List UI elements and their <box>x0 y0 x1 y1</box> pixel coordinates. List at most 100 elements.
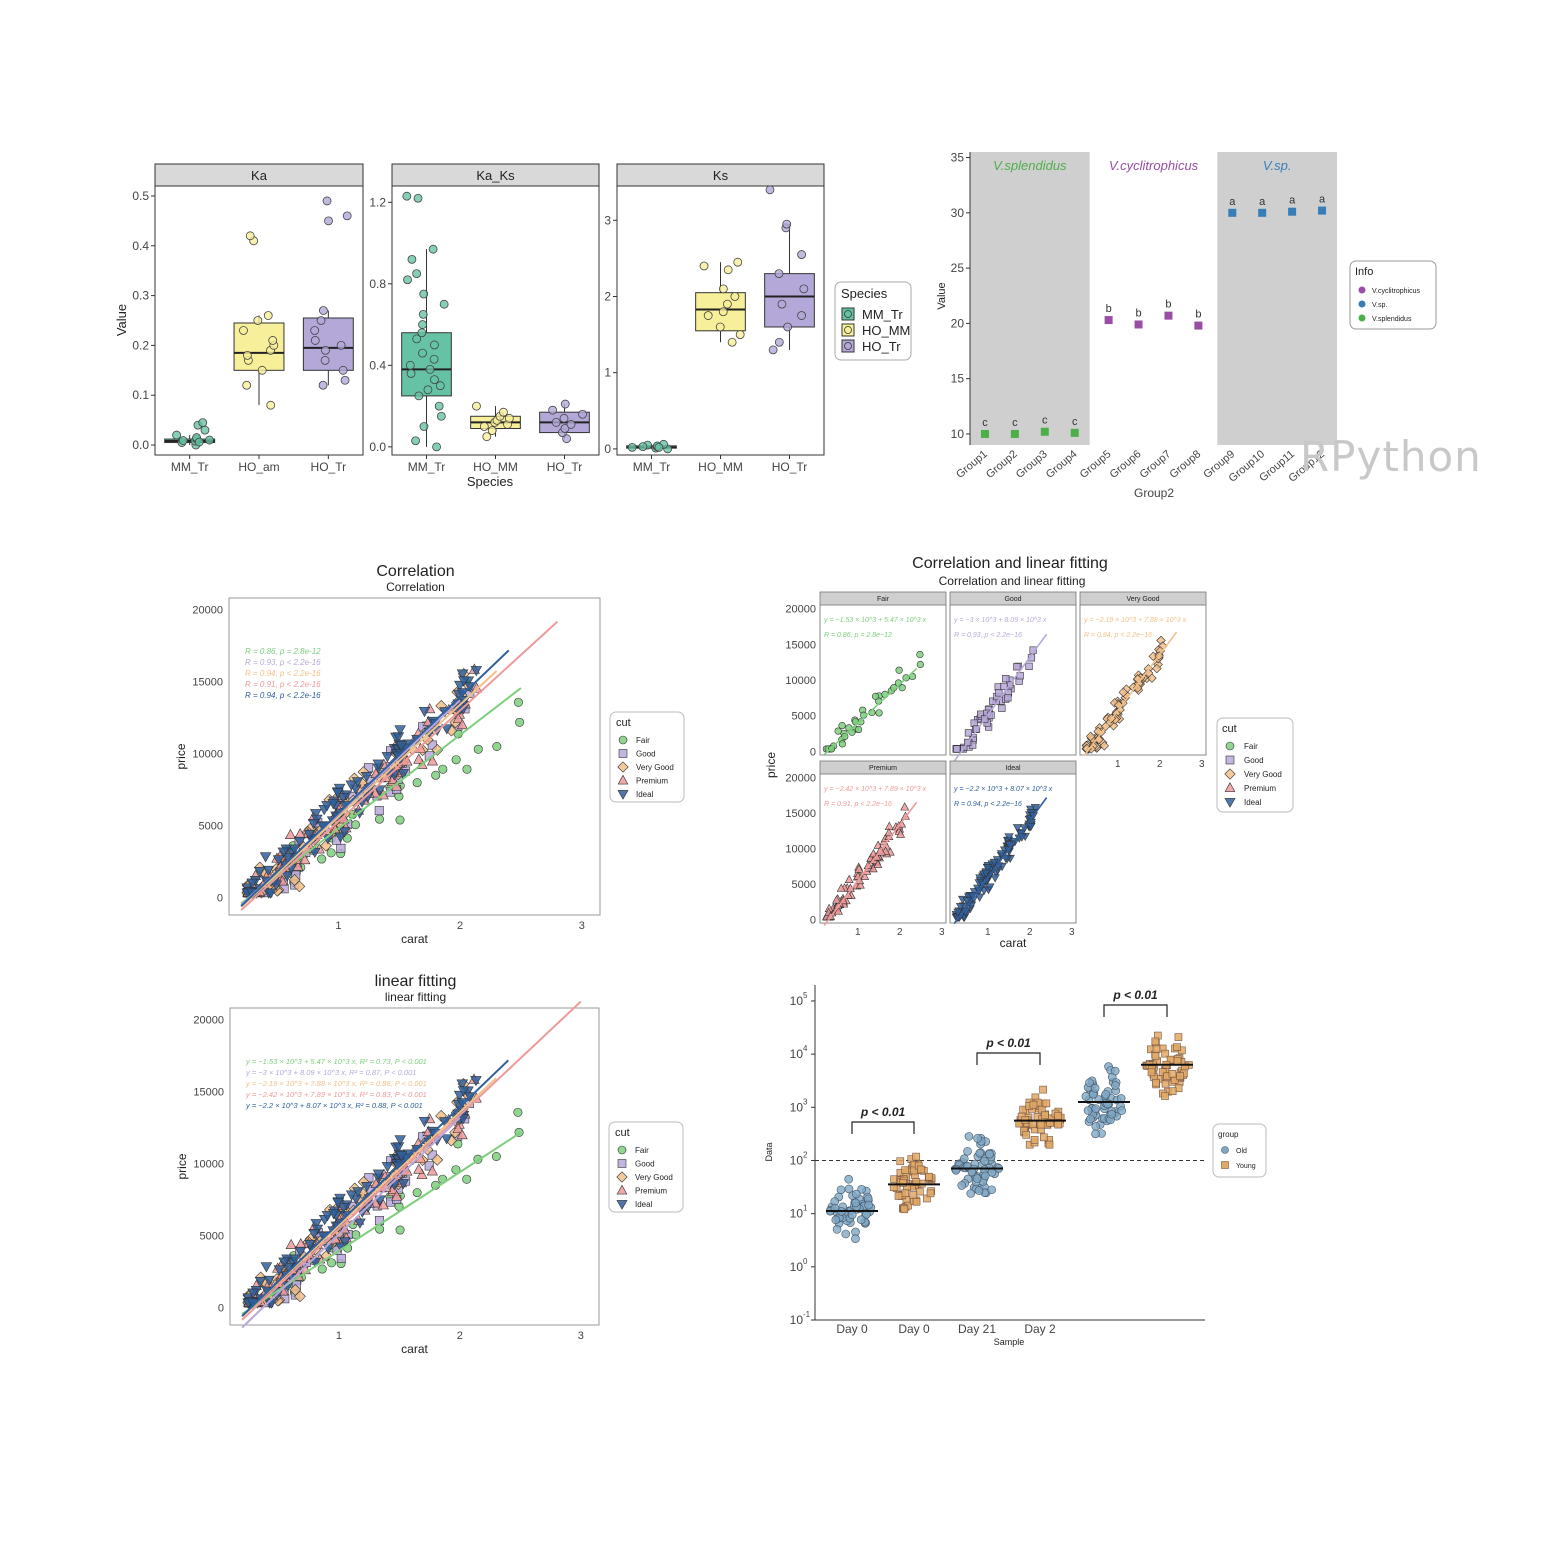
data-point <box>1152 663 1162 674</box>
data-point <box>172 430 181 440</box>
data-point <box>832 1225 842 1234</box>
data-point <box>457 1086 470 1097</box>
x-tick-label: Group4 <box>1044 448 1080 481</box>
annotation-text: R = 0.91, p < 2.2e−16 <box>824 801 892 808</box>
data-point <box>395 741 408 752</box>
facet-panel: V.cyclitrophicus b Group5 b Group6 b Group7 b Gr… <box>1078 152 1214 481</box>
facet-title: Fair <box>877 596 890 603</box>
data-point <box>436 411 446 421</box>
x-tick-label: Group3 <box>1014 448 1050 481</box>
data-point <box>377 1199 389 1210</box>
data-point <box>718 307 728 317</box>
data-point <box>317 1264 327 1274</box>
legend-box <box>1216 717 1294 813</box>
data-point <box>413 1163 425 1174</box>
y-tick-label: 0 <box>218 1303 224 1315</box>
data-point <box>327 1258 337 1268</box>
data-point <box>266 400 276 410</box>
data-point <box>912 1178 921 1186</box>
data-point <box>1040 1133 1048 1142</box>
data-point <box>1086 1114 1095 1124</box>
chart-subtitle: Correlation <box>386 580 445 594</box>
x-tick-label: HO_Tr <box>547 460 583 474</box>
legend-key <box>1225 755 1235 765</box>
legend-key <box>1358 286 1366 294</box>
legend-title: cut <box>1222 723 1237 735</box>
legend-key <box>1358 314 1366 322</box>
data-point <box>1042 1099 1051 1108</box>
y-axis-label: Value <box>936 282 948 309</box>
data-point <box>841 1229 851 1239</box>
data-point <box>395 815 405 825</box>
significance-label: p < 0.01 <box>1112 988 1158 1002</box>
data-point <box>320 355 330 365</box>
data-point <box>262 865 275 876</box>
y-tick-label: 0 <box>604 442 611 456</box>
y-tick-label: 10 <box>790 994 804 1008</box>
annotation-text: y = −2.2 × 10^3 + 8.07 × 10^3 x <box>953 786 1053 793</box>
data-point <box>1025 662 1033 670</box>
y-tick-label: 20000 <box>785 773 816 785</box>
data-point <box>361 1181 373 1193</box>
data-point <box>1091 1104 1101 1113</box>
data-point <box>1045 1140 1054 1149</box>
data-point <box>402 191 412 201</box>
x-tick-label: 3 <box>1199 759 1205 770</box>
facet-title: V.cyclitrophicus <box>1109 158 1199 173</box>
significance-bracket <box>976 1052 1041 1065</box>
data-point <box>551 417 561 427</box>
data-point <box>285 1238 297 1250</box>
y-tick-label: 10 <box>790 1207 804 1221</box>
data-point <box>374 814 384 824</box>
data-point <box>456 1079 469 1090</box>
data-point <box>245 231 255 241</box>
data-point <box>482 432 492 442</box>
fit-line <box>823 667 918 756</box>
data-point <box>374 806 384 816</box>
annotation-text: y = −3 × 10^3 + 8.09 × 10^3 x <box>953 617 1047 624</box>
data-point <box>782 219 792 229</box>
y-tick-label: 10 <box>790 1260 804 1274</box>
data-point <box>1147 1068 1156 1077</box>
legend-label: MM_Tr <box>862 307 903 322</box>
data-point <box>844 1184 854 1194</box>
facet-title: Very Good <box>1126 596 1159 603</box>
data-point <box>441 724 453 735</box>
data-point <box>294 836 306 848</box>
data-point <box>435 381 445 391</box>
legend-label: HO_MM <box>862 323 910 338</box>
data-point <box>831 1215 841 1225</box>
y-tick-label: 1.2 <box>369 195 386 209</box>
y-tick-exponent: 5 <box>803 991 808 1000</box>
data-point <box>345 1190 358 1201</box>
chart-subtitle: linear fitting <box>385 990 446 1004</box>
significance-bracket <box>1103 1004 1168 1017</box>
annotation-text: y = −2.42 × 10^3 + 7.89 × 10^3 x, R² = 0… <box>245 1090 427 1099</box>
annotation-text: y = −3 × 10^3 + 8.09 × 10^3 x, R² = 0.87… <box>245 1068 416 1077</box>
y-tick-label: 5000 <box>792 879 816 891</box>
data-point <box>299 853 311 865</box>
fit-line <box>953 633 1048 762</box>
y-tick-label: 0.0 <box>369 440 386 454</box>
data-point <box>916 650 924 659</box>
y-tick-label: 10 <box>790 1153 804 1167</box>
data-point <box>964 1132 974 1141</box>
y-tick-label: 10000 <box>192 749 223 761</box>
data-point <box>718 284 728 294</box>
legend-key <box>1224 798 1236 808</box>
y-tick-label: 20000 <box>192 605 223 617</box>
annotation-text: y = −1.53 × 10^3 + 5.47 × 10^3 x, R² = 0… <box>245 1057 427 1066</box>
data-point <box>336 843 346 853</box>
data-point <box>727 337 737 347</box>
y-tick-label: 10 <box>790 1100 804 1114</box>
data-point <box>1152 1045 1161 1053</box>
data-point <box>403 275 412 285</box>
data-point <box>434 401 444 411</box>
data-point <box>263 311 273 320</box>
y-tick-label: 10 <box>790 1047 804 1061</box>
significance-bracket <box>851 1121 915 1134</box>
legend-key <box>618 749 628 758</box>
y-tick-label: 15000 <box>193 1087 224 1099</box>
data-point <box>418 1116 431 1128</box>
